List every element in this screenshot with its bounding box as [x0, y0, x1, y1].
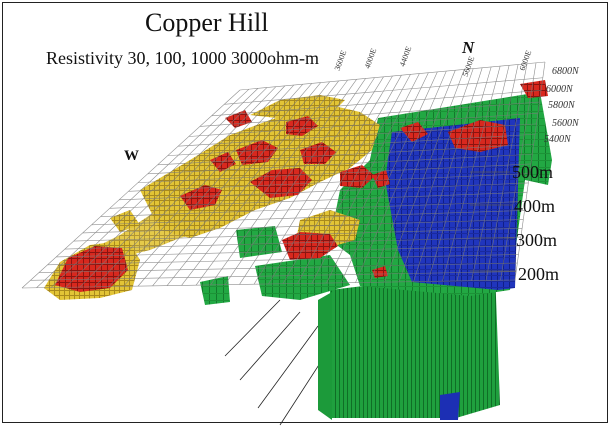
grid-line — [188, 112, 538, 137]
grid-line — [514, 61, 546, 281]
surface-grid — [21, 61, 546, 289]
depth-scale-lines — [470, 171, 516, 272]
northing-label: 6800N — [552, 66, 579, 77]
grid-line — [119, 182, 529, 201]
grid-line — [108, 84, 295, 287]
grid-line — [82, 219, 524, 234]
grid-line — [239, 77, 375, 285]
grid-line — [326, 72, 429, 284]
grid-line — [137, 83, 312, 287]
grid-line — [211, 90, 542, 117]
depth-label-400m: 400m — [514, 196, 556, 216]
north-arrow-label: N — [462, 38, 475, 57]
grid-line — [50, 88, 259, 288]
red-regions-30ohm — [55, 80, 548, 292]
grid-line — [224, 77, 543, 105]
grid-line — [166, 81, 330, 286]
grid-line — [128, 173, 530, 192]
grid-line — [36, 88, 250, 288]
grid-line — [47, 254, 519, 266]
grid-line — [195, 79, 348, 286]
grid-line — [100, 201, 526, 217]
grid-line — [210, 79, 357, 286]
depth-label-200m: 200m — [518, 264, 560, 284]
grid-line — [167, 133, 536, 156]
grid-line — [152, 82, 321, 287]
grid-line — [91, 210, 525, 226]
grid-line — [297, 74, 411, 284]
grid-line — [30, 271, 517, 281]
grid-line — [56, 245, 520, 258]
grid-line — [427, 66, 492, 282]
grid-line — [456, 65, 510, 282]
figure-title: Copper Hill — [145, 8, 269, 37]
grid-line — [123, 84, 304, 287]
grid-line — [384, 69, 465, 283]
figure-subtitle: Resistivity 30, 100, 1000 3000ohm-m — [46, 48, 320, 68]
grid-line — [282, 75, 402, 284]
grid-line — [21, 279, 516, 289]
grid-line — [181, 80, 339, 286]
grid-line — [268, 75, 393, 285]
grid-line — [340, 71, 438, 283]
grid-line — [147, 153, 533, 175]
grid-line — [253, 76, 384, 285]
grid-line — [138, 163, 531, 183]
grid-line — [369, 70, 456, 283]
grid-line — [38, 262, 518, 273]
grid-line — [500, 62, 537, 281]
northing-label: 5800N — [548, 100, 575, 111]
depth-label-500m: 500m — [512, 162, 554, 182]
grid-line — [65, 87, 268, 288]
grid-line — [413, 67, 483, 282]
northing-label: 6000N — [546, 84, 573, 95]
depth-label-300m: 300m — [516, 230, 558, 250]
grid-line — [109, 191, 528, 209]
grid-line — [94, 85, 286, 288]
grid-line — [224, 78, 366, 285]
west-label: W — [124, 148, 139, 164]
grid-line — [79, 86, 277, 288]
grid-line — [311, 73, 420, 284]
grid-line — [239, 61, 546, 91]
northing-label: 5400N — [544, 134, 571, 145]
grid-line — [442, 66, 501, 282]
figure-border — [2, 2, 608, 423]
grid-line — [178, 123, 537, 147]
grid-line — [21, 89, 241, 289]
grid-line — [398, 68, 474, 282]
grid-line — [471, 64, 519, 281]
grid-line — [355, 70, 447, 283]
grid-line — [199, 101, 540, 127]
grid-line — [73, 228, 523, 242]
grid-line — [64, 236, 521, 250]
northing-label: 5600N — [552, 118, 579, 129]
grid-line — [157, 144, 534, 166]
